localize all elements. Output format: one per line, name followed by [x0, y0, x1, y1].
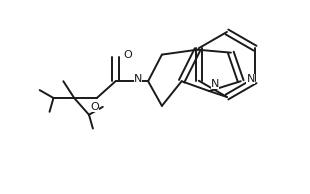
- Text: N: N: [134, 74, 142, 84]
- Text: N: N: [246, 74, 255, 84]
- Text: N: N: [211, 79, 219, 89]
- Text: O: O: [91, 102, 99, 112]
- Text: O: O: [123, 50, 132, 60]
